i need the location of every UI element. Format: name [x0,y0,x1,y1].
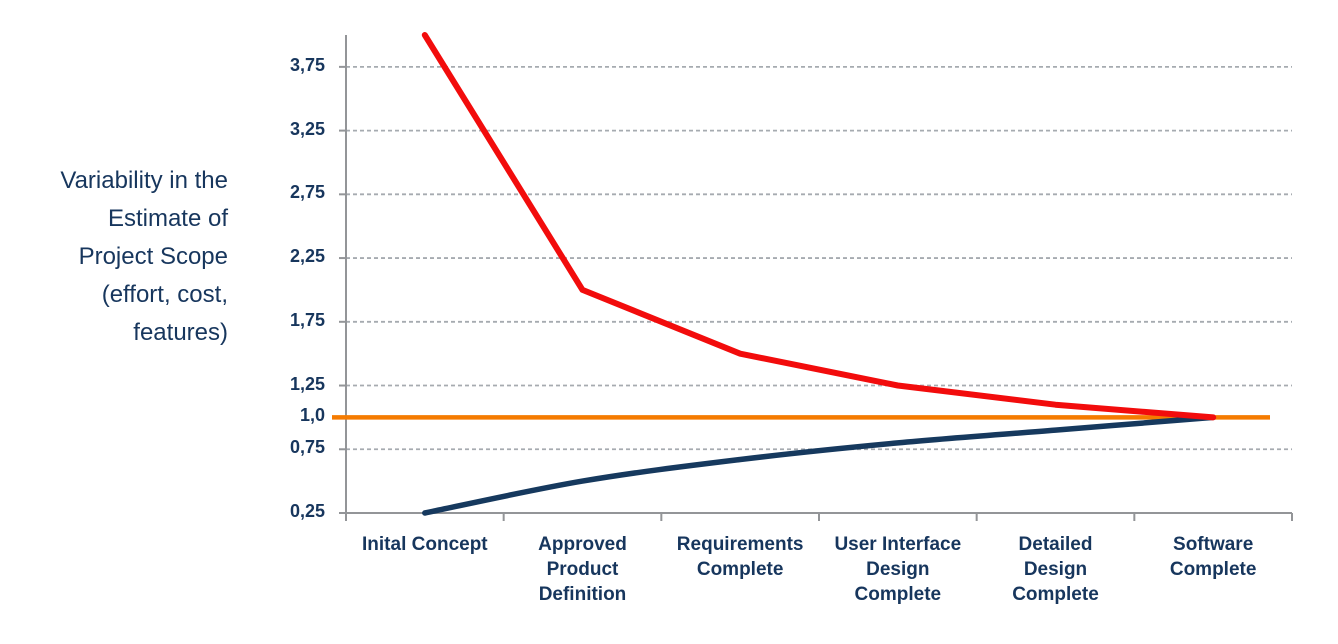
x-axis-category-label: Software Complete [1131,532,1295,582]
x-axis-category-label: Approved Product Definition [501,532,665,607]
y-axis-tick-label: 3,75 [289,54,325,75]
x-axis-category-label-line: Definition [538,584,627,605]
y-axis-tick-label: 2,75 [289,182,325,203]
x-axis-category-label-line: Design [866,559,930,580]
y-axis-tick-label: 1,0 [299,405,325,426]
y-axis-title-line: features) [133,319,228,346]
y-axis-title-line: (effort, cost, [101,281,228,308]
y-axis-title-line: Project Scope [78,243,228,270]
y-axis-title-line: Estimate of [107,205,228,232]
x-axis-category-label-line: Approved [538,534,627,555]
x-axis-category-label-line: Design [1023,559,1088,580]
x-axis-category-label-line: Complete [1169,559,1257,580]
x-axis-category-label-line: Detailed [1018,534,1093,555]
x-axis-category-label-line: Complete [854,584,942,605]
x-axis-category-label-line: Complete [1012,584,1099,605]
y-axis-tick-label: 0,25 [289,501,325,521]
x-axis-category-label-line: Inital Concept [362,534,488,555]
y-axis-tick-label: 0,75 [289,437,325,458]
x-axis-category-label-line: Software [1173,534,1254,555]
y-axis-title-line: Variability in the [60,167,228,194]
x-axis-category-label: User Interface Design Complete [816,532,980,607]
x-axis-category-label-line: User Interface [834,534,962,555]
x-axis-category-label: Requirements Complete [658,532,822,582]
y-axis-tick-label: 1,75 [289,309,325,330]
x-axis-category-label-line: Requirements [676,534,804,555]
series-line-lower-estimate-multiplier [422,414,1216,516]
x-axis-category-label: Inital Concept [343,532,507,557]
series-line-upper-estimate-multiplier [421,32,1217,421]
y-axis-tick-label: 2,25 [289,246,325,267]
y-axis-tick-label: 3,25 [289,118,325,139]
x-axis-category-label-line: Product [546,559,619,580]
y-axis-title: Variability in the Estimate of Project S… [0,162,228,352]
y-axis-tick-label: 1,25 [289,373,325,394]
x-axis-category-label: Detailed Design Complete [974,532,1138,607]
x-axis-category-label-line: Complete [696,559,784,580]
